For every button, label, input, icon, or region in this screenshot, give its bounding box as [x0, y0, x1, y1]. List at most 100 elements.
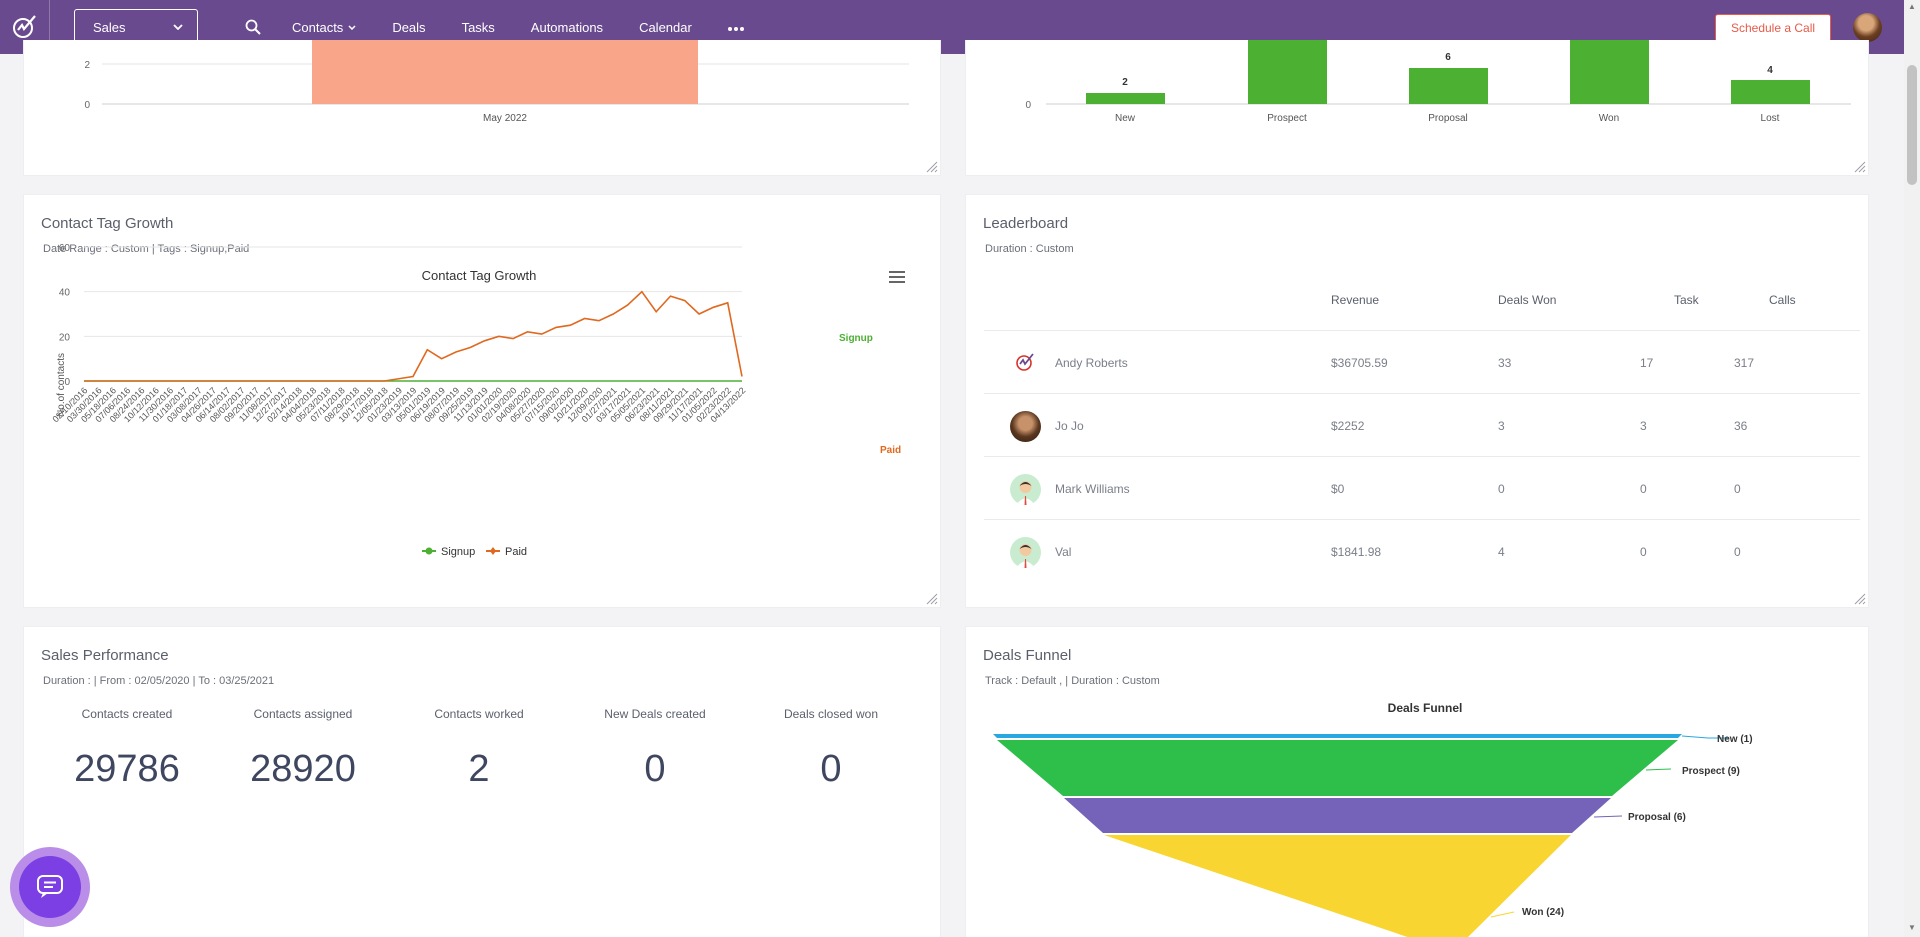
- top-right-chart-card: 0 2 6 4 New Prospect Proposal Won Lost: [965, 40, 1869, 176]
- hamburger-menu-icon[interactable]: [889, 270, 905, 284]
- bar-won[interactable]: [1570, 40, 1649, 104]
- user-name[interactable]: Val: [1055, 545, 1072, 559]
- x-tick-label: New: [1115, 113, 1136, 124]
- y-tick-label: 60: [59, 243, 71, 254]
- main-nav: Contacts Deals Tasks Automations Calenda…: [292, 18, 744, 36]
- metric-value: 2: [468, 748, 490, 790]
- deals-won-cell: 0: [1498, 482, 1505, 496]
- nav-calendar[interactable]: Calendar: [639, 19, 692, 35]
- funnel-stage-prospect[interactable]: [997, 740, 1678, 796]
- column-header-deals-won[interactable]: Deals Won: [1498, 293, 1557, 307]
- card-title: Deals Funnel: [983, 647, 1072, 664]
- card-title: Leaderboard: [983, 215, 1069, 232]
- card-subtitle: Track : Default , | Duration : Custom: [985, 675, 1160, 687]
- label-connector: [1593, 815, 1623, 818]
- bar-proposal[interactable]: [1409, 68, 1488, 104]
- person-avatar-icon: [1016, 481, 1035, 505]
- metric-label: Deals closed won: [783, 707, 879, 721]
- revenue-cell: $2252: [1331, 419, 1365, 433]
- task-cell: 0: [1640, 482, 1647, 496]
- column-header-task[interactable]: Task: [1674, 293, 1699, 307]
- nav-deals[interactable]: Deals: [392, 19, 426, 35]
- nav-contacts[interactable]: Contacts: [292, 20, 356, 35]
- search-icon: [245, 19, 261, 35]
- metric-deals-closed-won: Deals closed won 0: [743, 707, 919, 791]
- bar[interactable]: [312, 40, 698, 104]
- series-line-paid[interactable]: [84, 290, 743, 382]
- metric-value: 0: [820, 748, 842, 790]
- column-header-revenue[interactable]: Revenue: [1331, 293, 1380, 307]
- sales-performance-card: Sales Performance Duration : | From : 02…: [23, 626, 941, 937]
- resize-handle-icon[interactable]: [1854, 593, 1866, 605]
- more-menu-button[interactable]: [727, 18, 744, 36]
- metric-value: 29786: [74, 748, 180, 790]
- top-right-bar-chart: 0 2 6 4 New Prospect Proposal Won Lost: [1025, 40, 1851, 124]
- user-name[interactable]: Jo Jo: [1055, 419, 1084, 433]
- avatar: [1010, 411, 1041, 442]
- funnel-stage-proposal[interactable]: [1064, 798, 1611, 833]
- deals-funnel-chart: Deals Funnel New (1) Prospect (9) Propos…: [993, 701, 1753, 937]
- chat-widget-inner: [19, 856, 81, 918]
- ellipsis-icon: [727, 27, 744, 31]
- legend-item-paid[interactable]: Paid: [486, 546, 527, 558]
- avatar: [1010, 348, 1041, 379]
- search-button[interactable]: [242, 16, 264, 38]
- table-row[interactable]: Val $1841.98 4 0 0: [984, 519, 1860, 582]
- scroll-up-arrow-icon[interactable]: ▲: [1908, 2, 1916, 11]
- bar-lost[interactable]: [1731, 80, 1810, 104]
- top-left-bar-chart: 2 0 May 2022: [84, 40, 909, 124]
- table-row[interactable]: Andy Roberts $36705.59 33 17 317: [984, 330, 1860, 393]
- resize-handle-icon[interactable]: [1854, 161, 1866, 173]
- y-tick-label: 2: [84, 60, 90, 71]
- chevron-down-icon: [173, 24, 183, 30]
- nav-automations[interactable]: Automations: [530, 19, 604, 35]
- module-select-value: Sales: [93, 19, 126, 35]
- bar-prospect[interactable]: [1248, 40, 1327, 104]
- scroll-down-arrow-icon[interactable]: ▼: [1908, 923, 1916, 932]
- funnel-label: Won (24): [1522, 907, 1564, 918]
- series-annotation-signup: Signup: [839, 333, 873, 344]
- page-scrollbar[interactable]: ▲ ▼: [1904, 0, 1920, 937]
- column-header-calls[interactable]: Calls: [1769, 293, 1796, 307]
- chat-bubble-icon: [37, 875, 63, 898]
- table-row[interactable]: Mark Williams $0 0 0 0: [984, 456, 1860, 519]
- metric-label: Contacts worked: [434, 707, 524, 721]
- top-left-chart-card: 2 0 May 2022: [23, 40, 941, 176]
- nav-contacts-label: Contacts: [292, 19, 344, 35]
- chat-widget-button[interactable]: [10, 847, 90, 927]
- table-row[interactable]: Jo Jo $2252 3 3 36: [984, 393, 1860, 456]
- funnel-stage-won[interactable]: [1104, 835, 1571, 937]
- schedule-call-button[interactable]: Schedule a Call: [1715, 14, 1831, 42]
- legend-label: Signup: [441, 546, 475, 558]
- user-name[interactable]: Andy Roberts: [1055, 356, 1128, 370]
- metric-label: Contacts created: [81, 707, 173, 721]
- deals-won-cell: 33: [1498, 356, 1512, 370]
- x-tick-label: Won: [1599, 113, 1619, 124]
- task-cell: 0: [1640, 545, 1647, 559]
- user-avatar[interactable]: [1853, 13, 1882, 42]
- bar-new[interactable]: [1086, 93, 1165, 104]
- deals-won-cell: 3: [1498, 419, 1505, 433]
- x-tick-label: Proposal: [1428, 113, 1467, 124]
- funnel-label: New (1): [1717, 734, 1753, 745]
- funnel-stage-new[interactable]: [993, 734, 1682, 738]
- scrollbar-thumb[interactable]: [1907, 65, 1917, 185]
- y-tick-label: 0: [84, 100, 90, 111]
- label-connector: [1681, 735, 1728, 739]
- chevron-down-icon: [348, 24, 356, 30]
- card-title: Sales Performance: [41, 647, 169, 664]
- revenue-cell: $1841.98: [1331, 545, 1382, 559]
- y-tick-label: 20: [59, 332, 71, 343]
- legend-item-signup[interactable]: Signup: [422, 546, 475, 558]
- app-logo[interactable]: [0, 0, 50, 54]
- legend: Signup Paid: [422, 546, 527, 558]
- x-tick-label: Lost: [1761, 113, 1780, 124]
- resize-handle-icon[interactable]: [926, 161, 938, 173]
- revenue-cell: $0: [1331, 482, 1345, 496]
- nav-tasks[interactable]: Tasks: [461, 19, 495, 35]
- y-tick-label: 0: [64, 377, 70, 388]
- user-name[interactable]: Mark Williams: [1055, 482, 1130, 496]
- resize-handle-icon[interactable]: [926, 593, 938, 605]
- avatar: [1010, 474, 1041, 505]
- metric-value: 28920: [250, 748, 356, 790]
